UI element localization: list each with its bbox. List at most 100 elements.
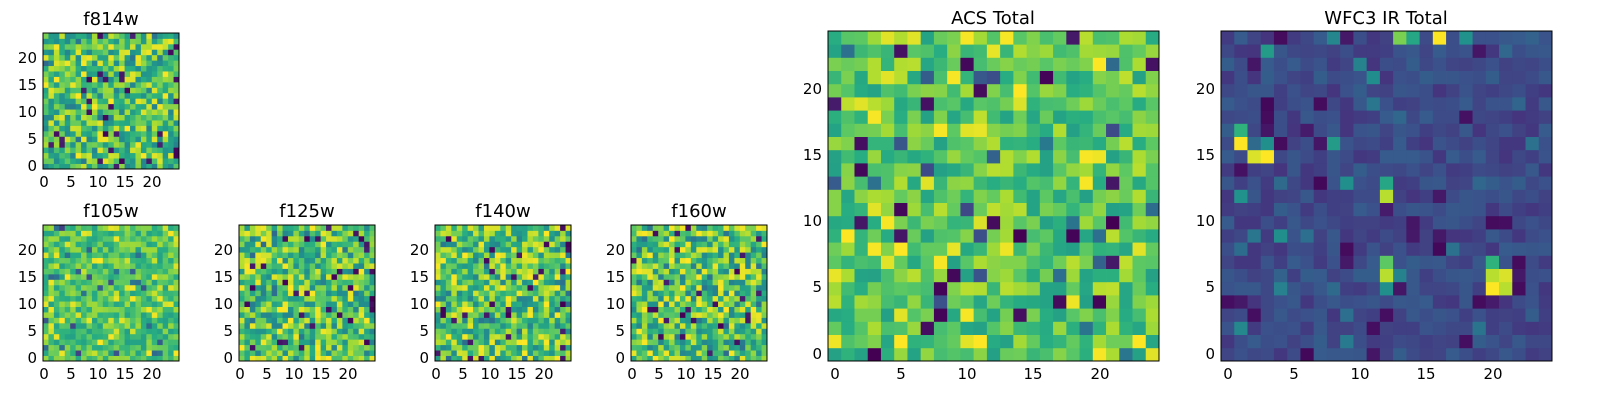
heatmap-cell xyxy=(549,241,556,248)
heatmap-cell xyxy=(756,344,762,351)
heatmap-cell xyxy=(135,350,142,356)
heatmap-cell xyxy=(554,350,561,356)
heatmap-cell xyxy=(739,284,746,291)
heatmap-cell xyxy=(135,295,142,302)
heatmap-cell xyxy=(266,284,273,291)
heatmap-cell xyxy=(119,92,125,99)
heatmap-cell xyxy=(947,334,961,349)
heatmap-cell xyxy=(483,317,490,324)
heatmap-cell xyxy=(647,350,654,356)
heatmap-cell xyxy=(712,350,719,356)
heatmap-cell xyxy=(543,241,550,248)
heatmap-cell xyxy=(309,339,316,346)
heatmap-cell xyxy=(244,257,251,264)
xtick-label: 5 xyxy=(654,365,664,383)
heatmap-cell xyxy=(91,87,98,94)
heatmap-cell xyxy=(435,252,441,259)
heatmap-cell xyxy=(631,246,637,253)
heatmap-cell xyxy=(173,33,180,39)
heatmap-cell xyxy=(1260,268,1275,283)
heatmap-cell xyxy=(1340,281,1354,296)
heatmap-cell xyxy=(48,290,55,297)
heatmap-cell xyxy=(59,87,66,94)
heatmap-cell xyxy=(440,279,447,286)
heatmap-cell xyxy=(304,235,311,242)
ytick-label: 5 xyxy=(812,278,822,296)
heatmap-cell xyxy=(53,273,60,280)
heatmap-cell xyxy=(173,344,180,351)
heatmap-cell xyxy=(1132,189,1147,203)
heatmap-cell xyxy=(97,355,104,362)
heatmap-cell xyxy=(113,114,120,121)
heatmap-cell xyxy=(756,279,762,286)
heatmap-cell xyxy=(478,252,485,259)
heatmap-cell xyxy=(64,268,71,275)
heatmap-cell xyxy=(304,246,311,253)
heatmap-cell xyxy=(723,333,730,340)
heatmap-cell xyxy=(500,344,507,351)
heatmap-cell xyxy=(631,295,637,302)
heatmap-cell xyxy=(641,230,648,237)
heatmap-cell xyxy=(516,241,523,248)
heatmap-cell xyxy=(549,295,556,302)
heatmap-cell xyxy=(124,60,131,67)
heatmap-cell xyxy=(739,257,746,264)
heatmap-cell xyxy=(1273,176,1288,190)
heatmap-cell xyxy=(1326,189,1341,203)
heatmap-cell xyxy=(973,295,988,309)
heatmap-cell xyxy=(369,322,376,329)
heatmap-cell xyxy=(293,257,300,264)
panel-f814w: f814w 0 5 10 15 20 0 5 10 15 20 xyxy=(18,9,180,191)
heatmap-cell xyxy=(1538,97,1553,111)
heatmap-cell xyxy=(745,263,752,269)
heatmap-cell xyxy=(364,241,370,248)
heatmap-cell xyxy=(309,246,316,253)
heatmap-cell xyxy=(1119,334,1133,349)
heatmap-cell xyxy=(1221,136,1235,151)
heatmap-cell xyxy=(756,322,762,329)
heatmap-cell xyxy=(841,242,855,256)
heatmap-cell xyxy=(53,322,60,329)
heatmap-cell xyxy=(1013,70,1027,85)
heatmap-cell xyxy=(920,308,935,322)
heatmap-cell xyxy=(124,49,131,56)
xtick-label: 15 xyxy=(115,173,134,191)
heatmap-cell xyxy=(674,290,681,297)
heatmap-cell xyxy=(636,312,643,318)
heatmap-cell xyxy=(119,33,125,39)
heatmap-cell xyxy=(451,301,458,307)
heatmap-cell xyxy=(320,301,327,307)
heatmap-cell xyxy=(1287,281,1301,296)
heatmap-cell xyxy=(86,333,93,340)
heatmap-cell xyxy=(287,306,294,313)
heatmap-cell xyxy=(86,263,93,269)
heatmap-cell xyxy=(102,344,109,351)
heatmap-cell xyxy=(920,268,935,283)
xtick-label: 10 xyxy=(957,365,976,383)
heatmap-cell xyxy=(1393,57,1407,71)
heatmap-cell xyxy=(59,273,66,280)
heatmap-cell xyxy=(880,83,895,98)
heatmap-cell xyxy=(960,136,975,151)
heatmap-cell xyxy=(473,235,479,242)
heatmap-cell xyxy=(282,333,289,340)
heatmap-cell xyxy=(1000,268,1014,283)
heatmap-cell xyxy=(522,322,528,329)
heatmap-cell xyxy=(48,306,55,313)
heatmap-cell xyxy=(315,295,321,302)
heatmap-cell xyxy=(894,83,908,98)
heatmap-cell xyxy=(522,333,528,340)
heatmap-cell xyxy=(320,273,327,280)
heatmap-cell xyxy=(1066,31,1080,45)
heatmap-cell xyxy=(1260,149,1275,164)
heatmap-cell xyxy=(59,103,66,110)
heatmap-cell xyxy=(756,230,762,237)
heatmap-cell xyxy=(712,355,719,362)
heatmap-cell xyxy=(358,344,365,351)
heatmap-cell xyxy=(1340,176,1354,190)
heatmap-cell xyxy=(1313,268,1328,283)
heatmap-cell xyxy=(1485,57,1500,71)
heatmap-cell xyxy=(636,306,643,313)
heatmap-cell xyxy=(1287,136,1301,151)
heatmap-cell xyxy=(701,257,708,264)
